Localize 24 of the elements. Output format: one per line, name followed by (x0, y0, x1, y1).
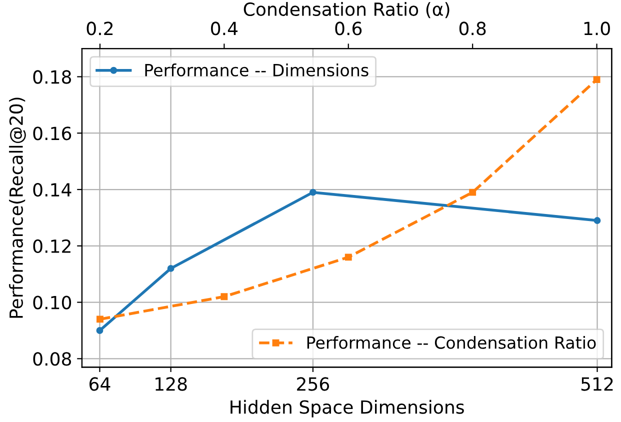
x2-tick-label: 0.4 (211, 22, 238, 36)
x-tick-label: 512 (581, 377, 613, 391)
y-tick-label: 0.14 (33, 182, 72, 197)
x2-tick-label: 0.6 (335, 22, 362, 36)
y-axis-title: Performance(Recall@20) (9, 98, 26, 318)
point (96, 327, 104, 334)
point (167, 264, 174, 272)
x-tick-label: 128 (156, 377, 187, 391)
point (309, 188, 316, 196)
x-axis-title: Hidden Space Dimensions (230, 400, 464, 418)
x2-tick-label: 1.0 (584, 22, 610, 36)
x2-tick-label: 0.8 (459, 22, 486, 36)
legend-label: Performance -- Dimensions (145, 64, 368, 76)
x2-tick-label: 0.2 (86, 22, 113, 36)
y-tick-label: 0.10 (33, 296, 72, 310)
x2-axis-title: Condensation Ratio (α) (244, 2, 450, 18)
x-tick-label: 256 (297, 377, 330, 391)
point (594, 217, 601, 224)
y-tick-label: 0.16 (33, 126, 72, 140)
legend-label: Performance -- Condensation Ratio (307, 336, 596, 349)
y-tick-label: 0.08 (33, 352, 72, 366)
y-tick-label: 0.12 (33, 239, 70, 254)
x-tick-label: 64 (90, 377, 110, 391)
y-tick-label: 0.18 (33, 70, 72, 84)
